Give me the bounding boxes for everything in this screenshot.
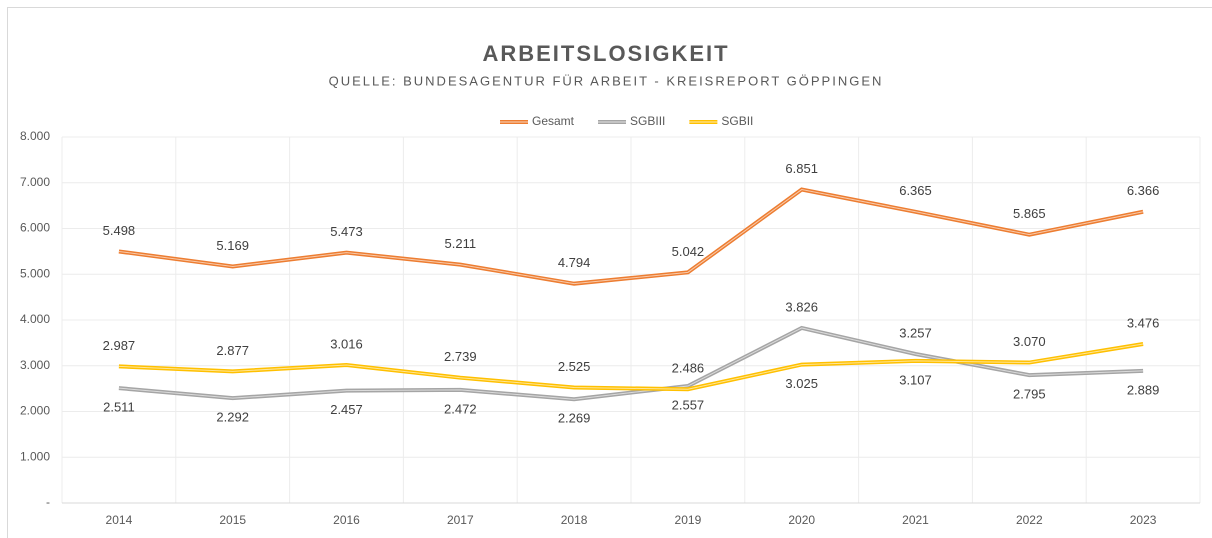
data-label: 3.476 (1127, 315, 1160, 330)
data-label: 6.365 (899, 183, 932, 198)
y-tick-label: 5.000 (20, 266, 50, 280)
data-label: 5.042 (672, 244, 705, 259)
data-label: 3.070 (1013, 334, 1046, 349)
x-tick-label: 2019 (675, 513, 702, 527)
series-line-highlight (118, 327, 1144, 400)
data-label: 3.826 (785, 299, 818, 314)
legend-label: Gesamt (532, 114, 575, 128)
legend-label: SGBIII (630, 114, 665, 128)
data-label: 5.865 (1013, 206, 1046, 221)
chart-title: ARBEITSLOSIGKEIT (482, 41, 729, 66)
chart-subtitle: QUELLE: BUNDESAGENTUR FÜR ARBEIT - KREIS… (329, 73, 884, 88)
y-tick-label: 4.000 (20, 312, 50, 326)
data-label: 5.169 (216, 238, 249, 253)
data-label: 2.486 (672, 361, 705, 376)
data-label: 2.877 (216, 343, 249, 358)
y-tick-label: - (46, 495, 50, 509)
data-label: 2.557 (672, 397, 705, 412)
x-tick-label: 2022 (1016, 513, 1043, 527)
data-label: 5.473 (330, 224, 363, 239)
data-label: 2.472 (444, 401, 477, 416)
x-tick-label: 2023 (1130, 513, 1157, 527)
series-line-highlight (118, 189, 1144, 285)
data-label: 2.511 (103, 400, 135, 415)
y-tick-label: 7.000 (20, 175, 50, 189)
data-label: 2.889 (1127, 382, 1160, 397)
data-label: 2.457 (330, 402, 363, 417)
data-label: 2.987 (103, 338, 136, 353)
chart-frame (7, 7, 1212, 538)
x-tick-label: 2015 (219, 513, 246, 527)
data-label: 2.269 (558, 411, 591, 426)
data-label: 4.794 (558, 255, 591, 270)
data-label: 2.292 (216, 410, 249, 425)
x-tick-label: 2014 (106, 513, 133, 527)
data-label: 2.525 (558, 359, 591, 374)
y-tick-label: 2.000 (20, 404, 50, 418)
data-label: 5.211 (445, 236, 477, 251)
data-label: 5.498 (103, 223, 136, 238)
data-label: 2.739 (444, 349, 477, 364)
x-tick-label: 2018 (561, 513, 588, 527)
data-label: 2.795 (1013, 387, 1046, 402)
data-label: 3.016 (330, 336, 363, 351)
data-label: 3.107 (899, 372, 932, 387)
data-label: 6.851 (785, 161, 818, 176)
x-tick-label: 2017 (447, 513, 474, 527)
x-tick-label: 2021 (902, 513, 929, 527)
legend-label: SGBII (721, 114, 753, 128)
x-tick-label: 2020 (788, 513, 815, 527)
x-tick-label: 2016 (333, 513, 360, 527)
y-tick-label: 3.000 (20, 358, 50, 372)
y-tick-label: 6.000 (20, 221, 50, 235)
data-label: 3.257 (899, 325, 932, 340)
y-tick-label: 8.000 (20, 129, 50, 143)
y-tick-label: 1.000 (20, 449, 50, 463)
data-label: 6.366 (1127, 183, 1160, 198)
data-label: 3.025 (785, 376, 818, 391)
series-line-highlight (118, 343, 1144, 390)
